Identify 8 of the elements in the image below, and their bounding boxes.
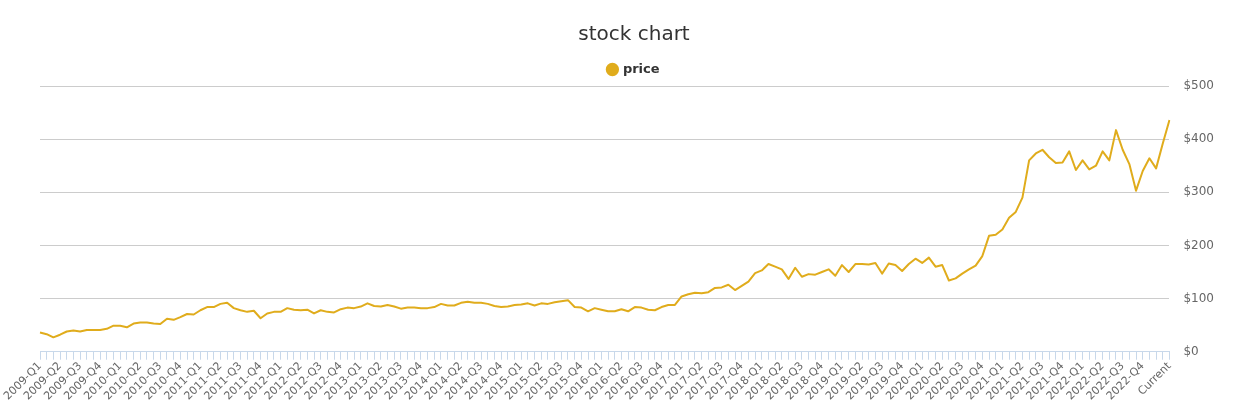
y-tick-label: $100 bbox=[1183, 290, 1215, 305]
chart-title: stock chart bbox=[578, 21, 690, 46]
y-tick-label: $400 bbox=[1183, 131, 1215, 146]
y-tick-label: $0 bbox=[1183, 343, 1199, 358]
y-tick-label: $300 bbox=[1183, 184, 1215, 199]
legend-label: price bbox=[622, 60, 660, 76]
y-tick-label: $200 bbox=[1183, 237, 1215, 252]
y-tick-label: $500 bbox=[1183, 78, 1215, 93]
